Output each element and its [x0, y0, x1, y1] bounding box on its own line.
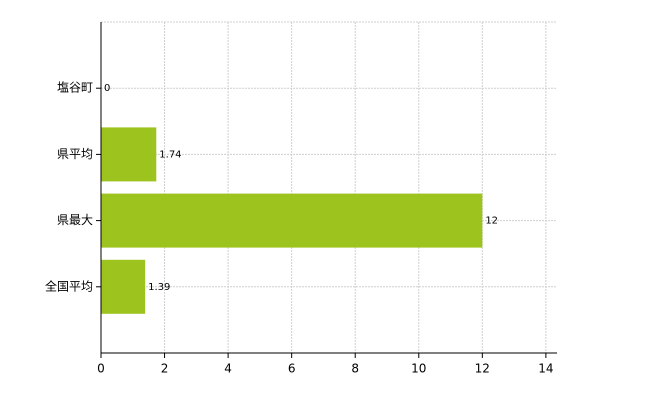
x-tick-label: 2 [161, 362, 169, 376]
y-tick-label: 塩谷町 [57, 80, 93, 95]
x-tick-label: 10 [411, 362, 426, 376]
y-tick-label: 県平均 [57, 147, 93, 161]
value-label: 0 [104, 83, 110, 94]
y-tick-label: 県最大 [57, 213, 93, 227]
x-tick-label: 8 [351, 362, 359, 376]
x-tick-label: 14 [538, 362, 553, 376]
value-label: 1.74 [159, 149, 181, 160]
x-tick-label: 6 [288, 362, 296, 376]
bar [101, 259, 146, 314]
x-tick-label: 0 [97, 362, 105, 376]
x-tick-label: 12 [475, 362, 490, 376]
bar [101, 193, 483, 248]
value-label: 12 [485, 216, 498, 227]
bar [101, 127, 157, 182]
value-label: 1.39 [148, 282, 170, 293]
x-tick-label: 4 [224, 362, 232, 376]
y-tick-label: 全国平均 [45, 278, 93, 293]
